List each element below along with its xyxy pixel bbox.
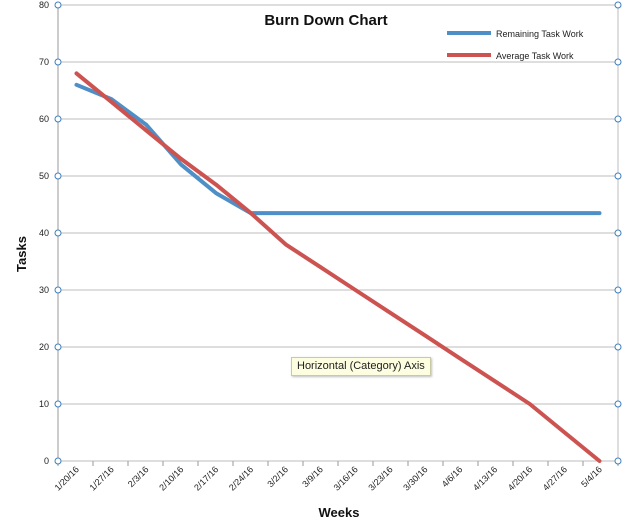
y-tick-label: 0 [44, 456, 49, 466]
legend-label-average: Average Task Work [496, 51, 574, 61]
axis-handle [54, 343, 62, 351]
axis-handle [54, 229, 62, 237]
series-line-average-task-work [74, 71, 602, 463]
x-axis-title: Weeks [319, 505, 360, 520]
series-layer [74, 71, 602, 463]
axis-handle [614, 58, 622, 66]
axis-handle [54, 172, 62, 180]
axis-handle [614, 115, 622, 123]
x-tick-label: 3/2/16 [265, 464, 290, 489]
x-tick-label: 5/4/16 [579, 464, 604, 489]
y-axis-title: Tasks [14, 236, 29, 272]
marker-layer [54, 1, 622, 465]
axis-handle [54, 457, 62, 465]
axis-handle [614, 286, 622, 294]
legend-label-remaining: Remaining Task Work [496, 29, 584, 39]
x-tick-label: 3/16/16 [332, 464, 360, 492]
y-tick-label: 10 [39, 399, 49, 409]
axis-handle [54, 286, 62, 294]
legend: Remaining Task Work Average Task Work [447, 29, 584, 61]
x-tick-label: 2/17/16 [192, 464, 220, 492]
axis-handle [54, 115, 62, 123]
y-tick-label: 60 [39, 114, 49, 124]
x-tick-label: 3/30/16 [401, 464, 429, 492]
axis-handle [54, 1, 62, 9]
axis-handle [54, 400, 62, 408]
y-tick-label: 40 [39, 228, 49, 238]
y-tick-label: 80 [39, 0, 49, 10]
grid-layer [58, 4, 618, 462]
x-tick-label: 4/13/16 [471, 464, 499, 492]
x-tick-label: 2/3/16 [126, 464, 151, 489]
y-tick-label: 30 [39, 285, 49, 295]
axis-handle [614, 1, 622, 9]
axis-handle [54, 58, 62, 66]
chart-title: Burn Down Chart [264, 12, 387, 29]
x-tick-label: 1/27/16 [87, 464, 115, 492]
y-tick-label: 50 [39, 171, 49, 181]
x-tick-label: 2/10/16 [157, 464, 185, 492]
x-tick-label: 3/9/16 [300, 464, 325, 489]
axis-handle [614, 400, 622, 408]
axis-tooltip: Horizontal (Category) Axis [291, 357, 431, 376]
x-tick-label: 1/20/16 [53, 464, 81, 492]
series-line-remaining-task-work [74, 82, 602, 216]
x-tick-label: 4/6/16 [440, 464, 465, 489]
y-tick-label: 70 [39, 57, 49, 67]
axis-handle [614, 343, 622, 351]
x-tick-label: 2/24/16 [227, 464, 255, 492]
x-tick-label: 3/23/16 [366, 464, 394, 492]
x-tick-label: 4/27/16 [541, 464, 569, 492]
axis-handle [614, 229, 622, 237]
x-tick-label: 4/20/16 [506, 464, 534, 492]
axis-handle [614, 457, 622, 465]
axis-handle [614, 172, 622, 180]
y-tick-label: 20 [39, 342, 49, 352]
